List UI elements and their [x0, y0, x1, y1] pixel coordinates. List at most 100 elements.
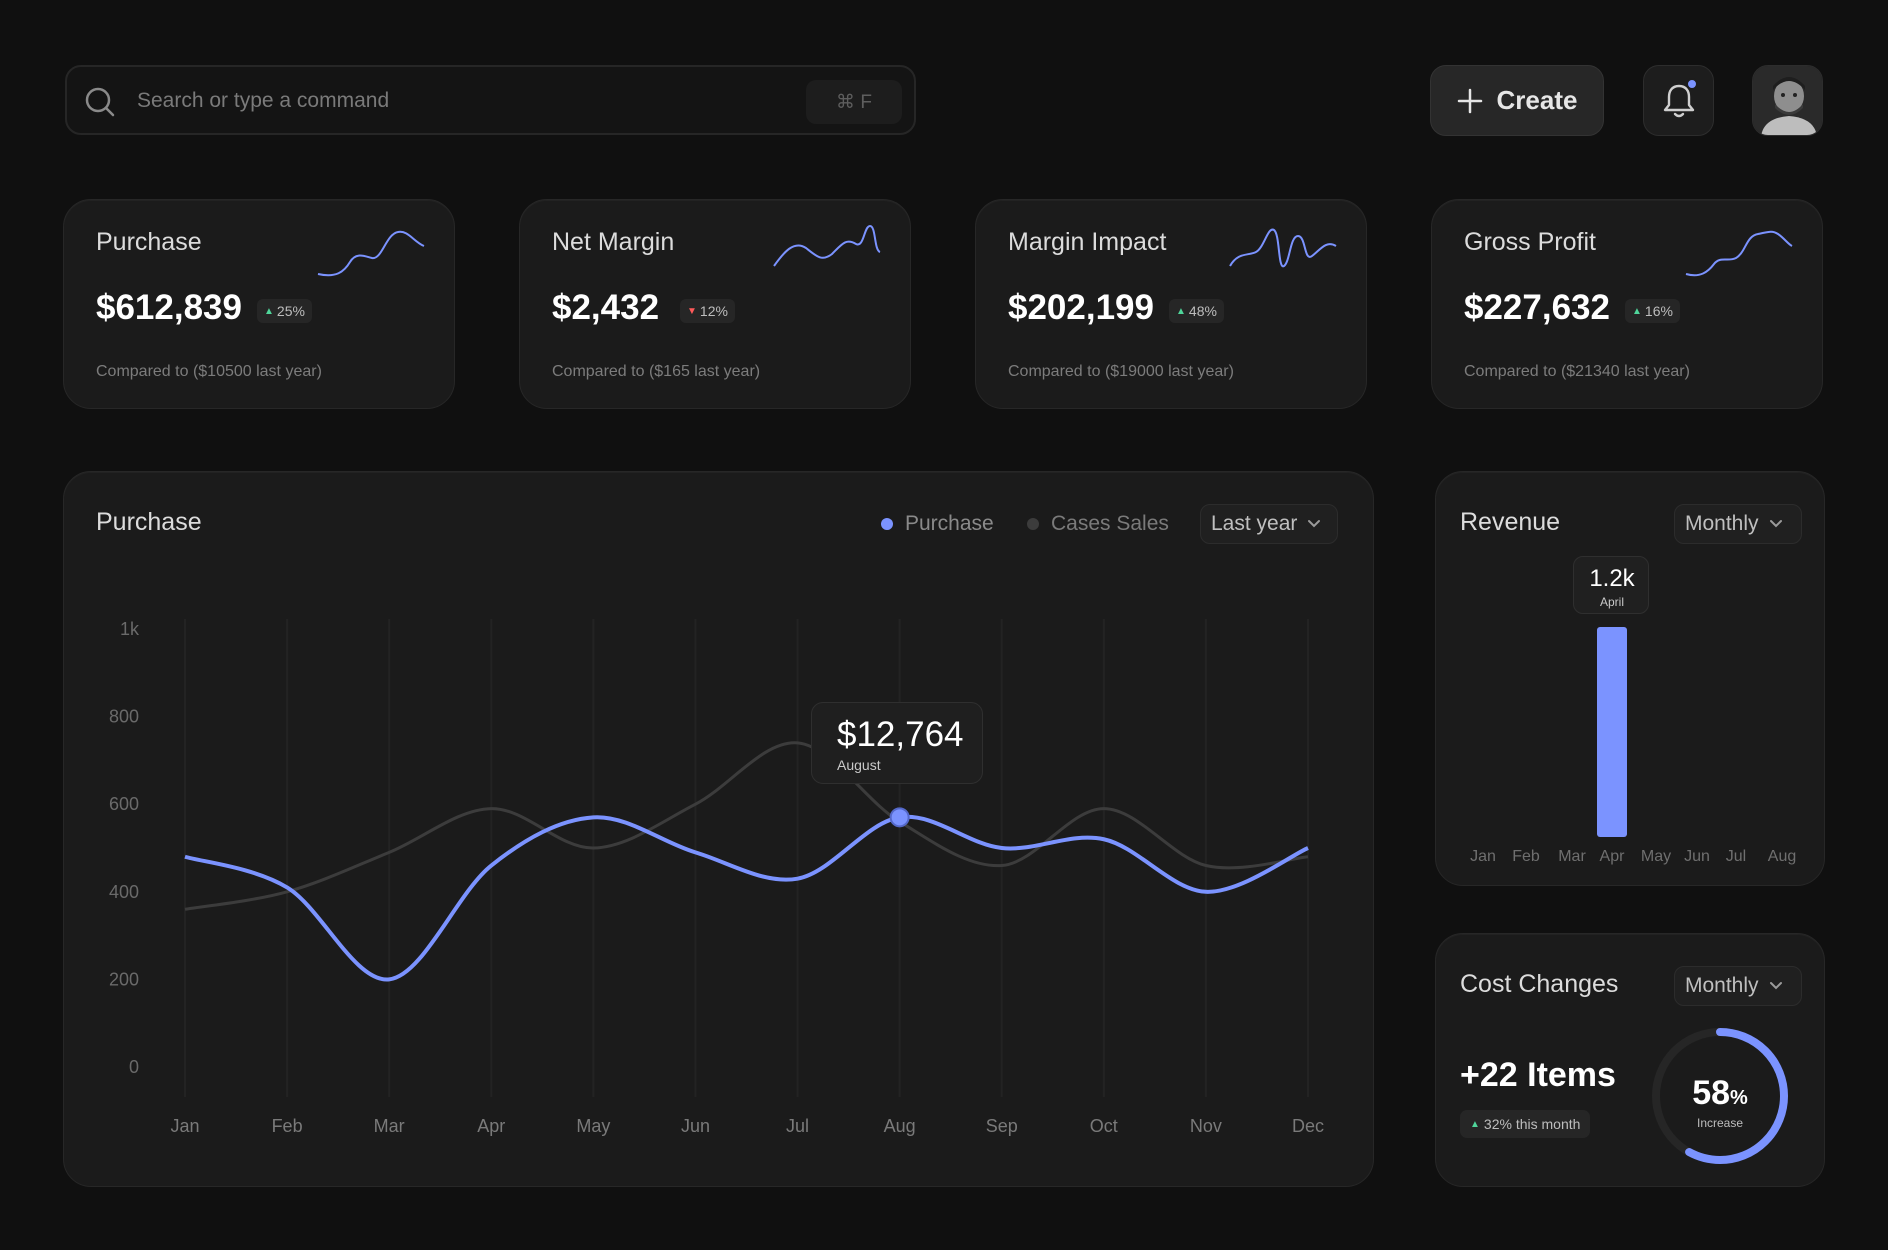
- stat-change-value: 25%: [276, 303, 305, 319]
- sparkline: [1229, 228, 1337, 268]
- range-select[interactable]: Last year: [1200, 504, 1338, 544]
- chart-title: Purchase: [96, 508, 202, 536]
- stat-title: Net Margin: [552, 228, 675, 256]
- legend-label: Purchase: [905, 512, 994, 535]
- x-tick-label: May: [1641, 848, 1671, 865]
- sparkline: [317, 230, 425, 277]
- stat-card-margin-impact[interactable]: Margin Impact $202,199 ▲ 48% Compared to…: [975, 199, 1367, 409]
- y-tick-label: 800: [109, 707, 139, 727]
- stat-change-badge: ▲ 48%: [1169, 299, 1224, 323]
- purchase-chart-card: Purchase Purchase Cases Sales Last year …: [63, 471, 1374, 1187]
- y-tick-label: 600: [109, 794, 139, 814]
- x-tick-label: Jun: [1684, 848, 1710, 865]
- stat-value: $612,839: [96, 288, 242, 327]
- series-line-purchase: [184, 814, 1309, 982]
- stat-card-purchase[interactable]: Purchase $612,839 ▲ 25% Compared to ($10…: [63, 199, 455, 409]
- search-icon: [85, 87, 115, 117]
- x-tick-label: Sep: [986, 1116, 1018, 1136]
- chevron-down-icon: [1769, 982, 1782, 990]
- highlight-point: [889, 807, 910, 828]
- notification-dot: [1686, 78, 1698, 90]
- legend-cases-sales[interactable]: Cases Sales: [1027, 512, 1169, 536]
- user-avatar-icon: [1753, 66, 1822, 135]
- revenue-tooltip-value: 1.2k: [1589, 565, 1635, 592]
- create-button-label: Create: [1496, 85, 1578, 115]
- arrow-down-icon: ▼: [687, 305, 697, 317]
- stat-title: Margin Impact: [1008, 228, 1167, 256]
- cost-donut-chart: [1652, 1028, 1788, 1164]
- x-tick-label: Jan: [1470, 848, 1496, 865]
- arrow-up-icon: ▲: [1176, 305, 1186, 317]
- legend-label: Cases Sales: [1051, 512, 1169, 535]
- stat-change-badge: ▼ 12%: [680, 299, 735, 323]
- revenue-card: Revenue Monthly Jan Feb Mar Apr May Jun Jul Aug…: [1435, 471, 1825, 886]
- cost-period-select[interactable]: Monthly: [1674, 966, 1802, 1006]
- stat-value: $202,199: [1008, 288, 1154, 327]
- search-shortcut: ⌘ F: [806, 80, 902, 124]
- cost-month-badge: ▲ 32% this month: [1460, 1110, 1591, 1138]
- stat-card-gross-profit[interactable]: Gross Profit $227,632 ▲ 16% Compared to …: [1431, 199, 1823, 409]
- plus-icon: [1457, 88, 1482, 113]
- x-tick-label: Mar: [374, 1116, 405, 1136]
- stat-title: Purchase: [96, 228, 202, 256]
- revenue-title: Revenue: [1460, 508, 1561, 536]
- x-tick-label: Aug: [884, 1116, 916, 1136]
- revenue-period-value: Monthly: [1685, 512, 1759, 535]
- x-tick-label: Dec: [1292, 1116, 1324, 1136]
- stat-card-net-margin[interactable]: Net Margin $2,432 ▼ 12% Compared to ($16…: [519, 199, 911, 409]
- revenue-bar-chart: Jan Feb Mar Apr May Jun Jul Aug: [1470, 627, 1796, 865]
- search-bar[interactable]: Search or type a command ⌘ F: [65, 65, 916, 135]
- y-tick-label: 400: [109, 882, 139, 902]
- series-line-cases-sales: [184, 741, 1309, 911]
- search-placeholder[interactable]: Search or type a command: [137, 89, 390, 112]
- cost-items-count: +22 Items: [1460, 1056, 1616, 1094]
- avatar[interactable]: [1752, 65, 1823, 136]
- x-tick-label: Jul: [1726, 848, 1746, 865]
- x-tick-label: Oct: [1090, 1116, 1118, 1136]
- x-tick-label: Feb: [272, 1116, 303, 1136]
- x-tick-label: May: [576, 1116, 610, 1136]
- legend-purchase[interactable]: Purchase: [881, 512, 994, 536]
- x-tick-label: Feb: [1512, 848, 1540, 865]
- revenue-tooltip: 1.2k April: [1573, 556, 1649, 614]
- revenue-bar: [1597, 627, 1627, 837]
- stat-change-value: 48%: [1188, 303, 1217, 319]
- x-tick-label: Mar: [1558, 848, 1586, 865]
- stat-title: Gross Profit: [1464, 228, 1596, 256]
- donut-label: Increase: [1696, 1116, 1744, 1130]
- cost-period-value: Monthly: [1685, 974, 1759, 997]
- donut-arc: [1652, 1028, 1788, 1164]
- stat-compare: Compared to ($165 last year): [552, 363, 761, 380]
- cost-title: Cost Changes: [1460, 970, 1619, 998]
- x-tick-label: Jan: [170, 1116, 199, 1136]
- chevron-down-icon: [1308, 520, 1321, 528]
- arrow-up-icon: ▲: [1470, 1118, 1480, 1130]
- revenue-period-select[interactable]: Monthly: [1674, 504, 1802, 544]
- range-select-value: Last year: [1211, 512, 1298, 535]
- stat-change-value: 12%: [699, 303, 728, 319]
- arrow-up-icon: ▲: [264, 305, 274, 317]
- purchase-line-chart: Jan Feb Mar Apr May Jun Jul Aug Sep Oct Nov Dec 0 200…: [109, 619, 1324, 1136]
- x-tick-label: Apr: [477, 1116, 505, 1136]
- stat-change-badge: ▲ 25%: [257, 299, 312, 323]
- legend-dot: [1027, 518, 1039, 530]
- x-tick-label: Jul: [786, 1116, 809, 1136]
- donut-percent: 58%: [1650, 1074, 1790, 1113]
- sparkline: [1685, 230, 1793, 277]
- x-tick-label: Nov: [1190, 1116, 1222, 1136]
- cost-changes-card: Cost Changes Monthly +22 Items ▲ 32% thi…: [1435, 933, 1825, 1187]
- cost-month-change: 32% this month: [1483, 1116, 1581, 1132]
- stat-value: $227,632: [1464, 288, 1610, 327]
- x-tick-label: Aug: [1768, 848, 1796, 865]
- stat-change-badge: ▲ 16%: [1625, 299, 1680, 323]
- arrow-up-icon: ▲: [1632, 305, 1642, 317]
- donut-percent-sign: %: [1730, 1087, 1748, 1109]
- revenue-tooltip-label: April: [1599, 595, 1624, 609]
- chevron-down-icon: [1769, 520, 1782, 528]
- stat-value: $2,432: [552, 288, 660, 327]
- notifications-button[interactable]: [1643, 65, 1714, 136]
- y-tick-label: 200: [109, 969, 139, 989]
- chart-tooltip: $12,764 August: [811, 702, 983, 784]
- create-button[interactable]: Create: [1430, 65, 1604, 136]
- stat-compare: Compared to ($19000 last year): [1008, 363, 1234, 380]
